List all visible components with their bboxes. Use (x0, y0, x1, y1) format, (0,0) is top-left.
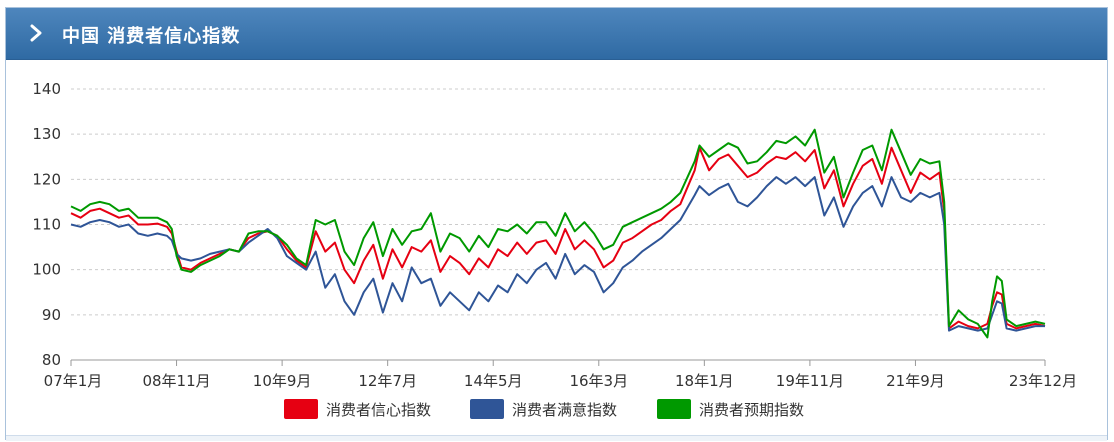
series-line (70, 146, 1046, 330)
chart-title: 中国 消费者信心指数 (62, 26, 241, 47)
x-tick-label: 18年1月 (675, 372, 734, 390)
chart-panel: 中国 消费者信心指数 (5, 7, 1108, 441)
y-axis: 80 90 100 110 120 130 140 (32, 80, 61, 369)
x-tick-label: 19年11月 (776, 372, 844, 390)
legend: 消费者信心指数 消费者满意指数 消费者预期指数 (284, 399, 804, 419)
legend-label[interactable]: 消费者信心指数 (326, 401, 431, 419)
x-axis: 07年1月 08年11月 10年9月 12年7月 14年5月 16年3月 18年1月 19年1… (44, 359, 1077, 390)
y-tick-label: 80 (42, 351, 61, 369)
x-tick-label: 10年9月 (253, 372, 312, 390)
series-line (70, 176, 1045, 332)
x-tick-label: 21年9月 (886, 372, 945, 390)
x-tick-label: 07年1月 (44, 372, 103, 390)
grid-lines (71, 88, 1045, 316)
panel-footer (6, 435, 1107, 441)
chevron-right-icon[interactable] (26, 23, 46, 43)
legend-label[interactable]: 消费者预期指数 (699, 401, 804, 419)
y-tick-label: 110 (32, 216, 61, 234)
title-bar: 中国 消费者信心指数 (6, 8, 1107, 60)
legend-swatch (657, 399, 691, 419)
y-tick-label: 100 (32, 261, 61, 279)
y-tick-label: 130 (32, 125, 61, 143)
series-line (70, 128, 1046, 339)
legend-swatch (284, 399, 318, 419)
x-tick-label: 23年12月 (1009, 372, 1077, 390)
y-tick-label: 140 (32, 80, 61, 98)
x-tick-label: 08年11月 (142, 372, 210, 390)
x-tick-label: 14年5月 (464, 372, 523, 390)
y-tick-label: 90 (42, 306, 61, 324)
x-tick-label: 16年3月 (569, 372, 628, 390)
series-lines (70, 128, 1046, 339)
x-tick-label: 12年7月 (358, 372, 417, 390)
legend-label[interactable]: 消费者满意指数 (512, 401, 617, 419)
y-tick-label: 120 (32, 170, 61, 188)
legend-swatch (470, 399, 504, 419)
